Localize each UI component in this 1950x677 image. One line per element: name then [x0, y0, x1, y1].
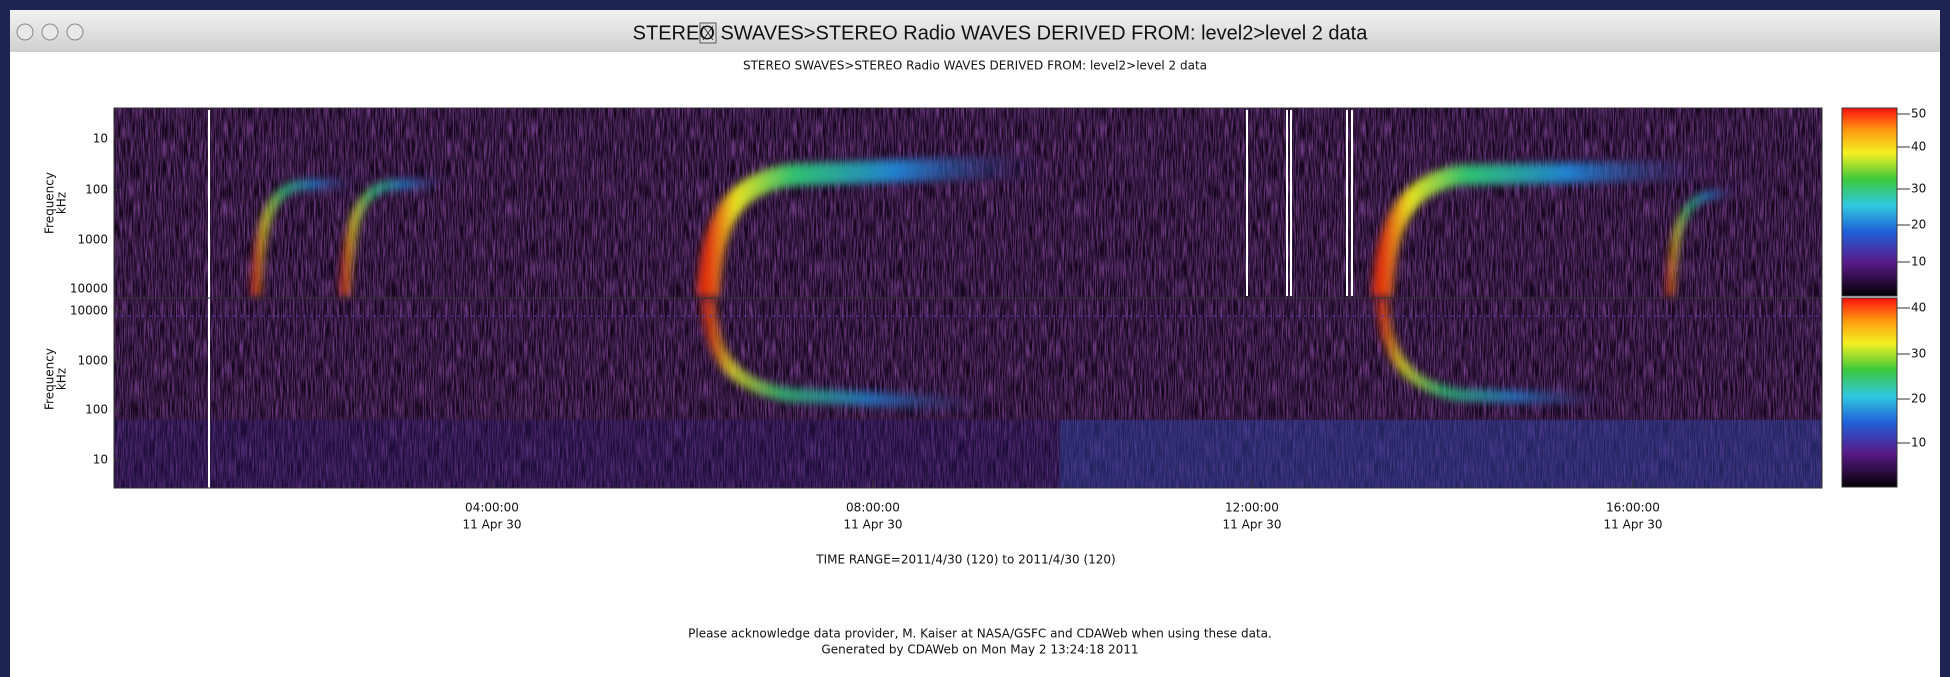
y-tick-label: 10 [93, 132, 108, 146]
y-axis-label: kHz [55, 192, 69, 214]
low-frequency-band [1060, 420, 1822, 488]
y-axis-label: kHz [55, 368, 69, 390]
colorbar [1842, 298, 1897, 487]
y-tick-label: 10 [93, 453, 108, 467]
x-tick-time: 08:00:00 [846, 501, 900, 515]
colorbar-tick-label: 20 [1911, 392, 1926, 406]
x-tick-date: 11 Apr 30 [463, 518, 522, 532]
y-tick-label: 100 [85, 403, 108, 417]
time-range: TIME RANGE=2011/4/30 (120) to 2011/4/30 … [815, 553, 1116, 567]
colorbar-tick-label: 40 [1911, 140, 1926, 154]
y-tick-label: 1000 [77, 354, 108, 368]
x-tick-time: 16:00:00 [1606, 501, 1660, 515]
x-tick-time: 04:00:00 [465, 501, 519, 515]
acknowledgement: Please acknowledge data provider, M. Kai… [688, 627, 1272, 641]
colorbar-tick-label: 30 [1911, 347, 1926, 361]
colorbar-tick-label: 50 [1911, 107, 1926, 121]
colorbar-tick-label: 10 [1911, 255, 1926, 269]
close-button[interactable] [17, 24, 33, 40]
colorbar [1842, 108, 1897, 296]
window-controls[interactable] [17, 24, 83, 40]
x-tick-time: 12:00:00 [1225, 501, 1279, 515]
y-tick-label: 1000 [77, 233, 108, 247]
colorbar-tick-label: 20 [1911, 218, 1926, 232]
colorbar-tick-label: 10 [1911, 436, 1926, 450]
window-title: STEREO SWAVES>STEREO Radio WAVES DERIVED… [633, 22, 1369, 44]
screen: STEREO SWAVES>STEREO Radio WAVES DERIVED… [0, 0, 1950, 677]
generated-note: Generated by CDAWeb on Mon May 2 13:24:1… [821, 643, 1138, 657]
x-tick-date: 11 Apr 30 [1223, 518, 1282, 532]
x-tick-date: 11 Apr 30 [1604, 518, 1663, 532]
x-tick-date: 11 Apr 30 [844, 518, 903, 532]
minimize-button[interactable] [42, 24, 58, 40]
y-tick-label: 100 [85, 183, 108, 197]
colorbar-tick-label: 30 [1911, 182, 1926, 196]
zoom-button[interactable] [67, 24, 83, 40]
plot-title: STEREO SWAVES>STEREO Radio WAVES DERIVED… [743, 59, 1207, 73]
colorbar-tick-label: 40 [1911, 301, 1926, 315]
y-tick-label: 10000 [70, 304, 108, 318]
y-tick-label: 10000 [70, 282, 108, 296]
